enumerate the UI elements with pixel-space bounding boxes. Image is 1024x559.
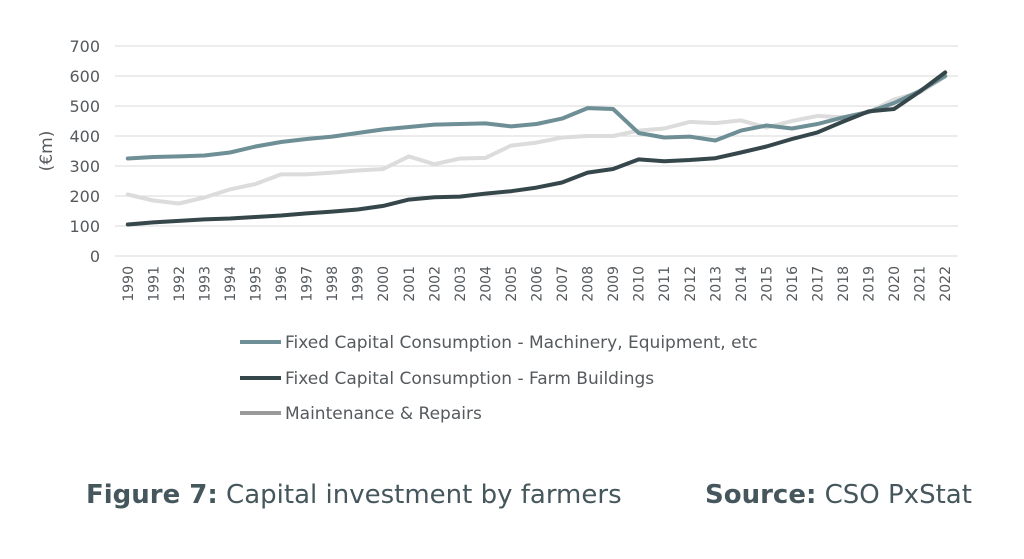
y-tick-label: 600 — [69, 67, 100, 86]
x-tick-label: 2004 — [478, 266, 494, 302]
y-axis-label: (€m) — [37, 131, 57, 172]
x-tick-label: 2002 — [427, 266, 443, 302]
x-tick-label: 1998 — [325, 266, 341, 302]
x-tick-label: 2018 — [836, 266, 852, 302]
x-tick-label: 2003 — [453, 266, 469, 302]
x-tick-label: 2013 — [708, 266, 724, 302]
x-tick-label: 2014 — [734, 266, 750, 302]
source-caption: Source: CSO PxStat — [705, 480, 972, 510]
x-tick-label: 2020 — [887, 266, 903, 302]
source-label: Source: — [705, 480, 817, 510]
figure-label: Figure 7: — [86, 480, 218, 510]
x-tick-label: 1996 — [274, 266, 290, 302]
figure-title: Capital investment by farmers — [217, 480, 622, 510]
line-chart: 0 100 200 300 400 500 600 700 (€m) 1990 1991 1992… — [37, 37, 958, 424]
x-tick-label: 1993 — [197, 266, 213, 302]
x-tick-label: 2005 — [504, 266, 520, 302]
x-tick-label: 1997 — [300, 266, 316, 302]
x-tick-label: 2017 — [811, 266, 827, 302]
x-tick-label: 1992 — [172, 266, 188, 302]
y-axis-ticks: 0 100 200 300 400 500 600 700 — [69, 37, 100, 266]
legend-label: Fixed Capital Consumption - Machinery, E… — [285, 333, 758, 353]
y-tick-label: 0 — [90, 247, 100, 266]
y-tick-label: 500 — [69, 97, 100, 116]
series-lines — [125, 70, 948, 227]
x-tick-label: 2011 — [657, 266, 673, 302]
x-tick-label: 2008 — [581, 266, 597, 302]
x-tick-label: 1995 — [249, 266, 265, 302]
legend-label: Maintenance & Repairs — [285, 404, 482, 424]
figure-caption: Figure 7: Capital investment by farmers — [86, 480, 622, 510]
series-line-0 — [125, 74, 948, 161]
legend-label: Fixed Capital Consumption - Farm Buildin… — [285, 369, 654, 389]
x-tick-label: 2007 — [555, 266, 571, 302]
x-tick-label: 2016 — [785, 266, 801, 302]
x-tick-label: 1991 — [146, 266, 162, 302]
x-tick-label: 2006 — [530, 266, 546, 302]
x-tick-label: 2010 — [632, 266, 648, 302]
y-tick-label: 300 — [69, 157, 100, 176]
x-tick-label: 2000 — [376, 266, 392, 302]
y-tick-label: 200 — [69, 187, 100, 206]
x-tick-label: 2015 — [759, 266, 775, 302]
x-tick-label: 2001 — [402, 266, 418, 302]
x-tick-label: 2009 — [606, 266, 622, 302]
x-tick-label: 1990 — [121, 266, 137, 302]
y-tick-label: 100 — [69, 217, 100, 236]
y-tick-label: 700 — [69, 37, 100, 56]
x-tick-label: 2021 — [913, 266, 929, 302]
y-tick-label: 400 — [69, 127, 100, 146]
x-tick-label: 1994 — [223, 266, 239, 302]
x-tick-label: 2012 — [683, 266, 699, 302]
x-tick-label: 2022 — [938, 266, 954, 302]
source-text: CSO PxStat — [816, 480, 972, 510]
x-tick-label: 2019 — [862, 266, 878, 302]
legend: Fixed Capital Consumption - Machinery, E… — [240, 333, 758, 424]
x-tick-label: 1999 — [351, 266, 367, 302]
series-line-1 — [125, 70, 948, 227]
series-line-2 — [125, 74, 948, 206]
gridlines — [115, 45, 958, 257]
x-axis-ticks: 1990 1991 1992 1993 1994 1995 1996 1997 1998 1999… — [121, 266, 954, 302]
